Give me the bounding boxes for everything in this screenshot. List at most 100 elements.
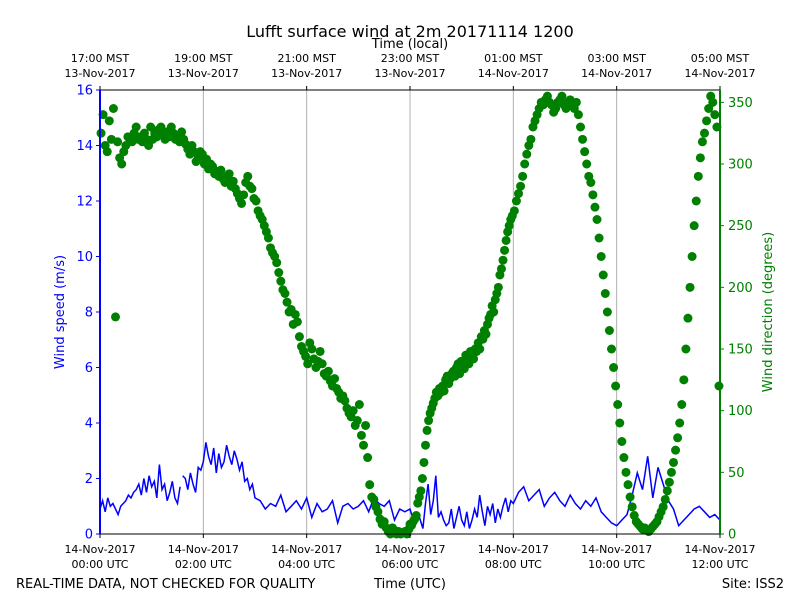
x-bottom-tick-label-time: 12:00 UTC <box>691 558 748 571</box>
x-bottom-tick-label-time: 02:00 UTC <box>175 558 232 571</box>
y-left-tick-label: 6 <box>85 361 93 376</box>
direction-point <box>592 215 602 224</box>
direction-point <box>469 354 479 364</box>
direction-point <box>660 494 670 504</box>
y-right-tick-label: 200 <box>728 281 753 296</box>
y-right-tick-label: 150 <box>728 343 753 358</box>
direction-point <box>687 252 697 261</box>
direction-point <box>307 344 317 354</box>
direction-point <box>693 171 703 181</box>
direction-point <box>323 366 333 376</box>
direction-point <box>102 147 112 157</box>
x-bottom-tick-label-date: 14-Nov-2017 <box>271 543 342 556</box>
direction-point <box>590 202 600 212</box>
direction-point <box>251 196 261 206</box>
direction-point <box>576 122 585 132</box>
x-top-tick-label-date: 13-Nov-2017 <box>271 67 342 80</box>
direction-point <box>677 400 687 409</box>
direction-point <box>598 270 608 280</box>
direction-point <box>348 406 358 416</box>
direction-point <box>615 418 625 428</box>
direction-point <box>489 307 499 317</box>
direction-point <box>361 420 371 430</box>
direction-point <box>156 122 166 132</box>
x-top-tick-label-time: 05:00 MST <box>691 52 750 65</box>
direction-point <box>611 381 621 391</box>
speed-line <box>99 464 181 517</box>
y-right-axis-label: Wind direction (degrees) <box>761 232 776 392</box>
direction-point <box>113 137 123 147</box>
y-left-tick-label: 16 <box>76 84 93 99</box>
direction-point <box>354 400 364 409</box>
direction-point <box>411 511 421 520</box>
direction-point <box>421 440 430 450</box>
direction-point <box>675 418 685 428</box>
x-bottom-tick-label-time: 06:00 UTC <box>381 558 438 571</box>
direction-point <box>573 110 583 120</box>
direction-point <box>263 233 273 243</box>
y-left-tick-label: 4 <box>85 417 93 432</box>
x-bottom-tick-label-date: 14-Nov-2017 <box>478 543 549 556</box>
direction-point <box>518 171 528 181</box>
direction-point <box>710 110 720 120</box>
chart-title: Lufft surface wind at 2m 20171114 1200 <box>246 22 574 41</box>
x-bottom-tick-label-time: 08:00 UTC <box>485 558 542 571</box>
footer-site: Site: ISS2 <box>722 577 784 592</box>
direction-point <box>359 440 368 450</box>
direction-point <box>500 245 510 255</box>
direction-point <box>625 492 635 502</box>
y-left-tick-label: 12 <box>76 195 93 210</box>
y-left-tick-label: 14 <box>76 139 93 154</box>
direction-point <box>247 184 257 194</box>
direction-point <box>373 507 383 517</box>
direction-point <box>276 276 286 286</box>
direction-point <box>700 128 709 138</box>
direction-point <box>330 374 340 384</box>
direction-point <box>509 206 519 216</box>
direction-point <box>662 486 672 496</box>
direction-point <box>417 474 427 483</box>
direction-point <box>617 437 627 446</box>
x-bottom-tick-label-time: 04:00 UTC <box>278 558 335 571</box>
x-top-tick-label-date: 14-Nov-2017 <box>581 67 652 80</box>
direction-point <box>96 128 106 138</box>
x-top-tick-label-time: 19:00 MST <box>174 52 233 65</box>
x-bottom-tick-label-time: 10:00 UTC <box>588 558 645 571</box>
y-right-tick-label: 350 <box>728 96 753 111</box>
direction-point <box>363 453 373 463</box>
direction-point <box>419 457 429 467</box>
direction-point <box>697 137 707 147</box>
direction-point <box>131 122 141 132</box>
direction-point <box>607 344 616 354</box>
direction-series <box>96 91 724 539</box>
x-top-tick-label-date: 14-Nov-2017 <box>684 67 755 80</box>
axes-layer: 0 2 4 6 8 10 12 14 16 0 50 100 150 200 250 300 350 14-Nov… <box>64 52 755 571</box>
direction-point <box>681 344 691 354</box>
direction-point <box>501 235 511 245</box>
direction-point <box>520 159 530 169</box>
y-left-tick-label: 10 <box>76 250 93 265</box>
y-right-tick-label: 50 <box>728 466 745 481</box>
direction-point <box>578 134 588 144</box>
x-bottom-tick-label-date: 14-Nov-2017 <box>581 543 652 556</box>
direction-point <box>586 178 596 187</box>
direction-point <box>664 477 674 487</box>
direction-point <box>571 97 581 107</box>
direction-point <box>627 502 637 512</box>
footer-disclaimer: REAL-TIME DATA, NOT CHECKED FOR QUALITY <box>16 577 315 592</box>
direction-point <box>272 258 282 268</box>
direction-point <box>439 386 449 396</box>
x-top-tick-label-date: 13-Nov-2017 <box>64 67 135 80</box>
direction-point <box>596 252 606 261</box>
direction-point <box>416 486 426 496</box>
y-left-tick-label: 8 <box>85 306 93 321</box>
direction-point <box>498 255 508 265</box>
x-top-tick-label-time: 23:00 MST <box>381 52 440 65</box>
x-top-tick-label-time: 01:00 MST <box>484 52 543 65</box>
direction-point <box>274 268 284 278</box>
y-right-tick-label: 250 <box>728 219 753 234</box>
direction-point <box>689 221 699 231</box>
direction-point <box>340 396 350 406</box>
direction-point <box>475 344 485 354</box>
